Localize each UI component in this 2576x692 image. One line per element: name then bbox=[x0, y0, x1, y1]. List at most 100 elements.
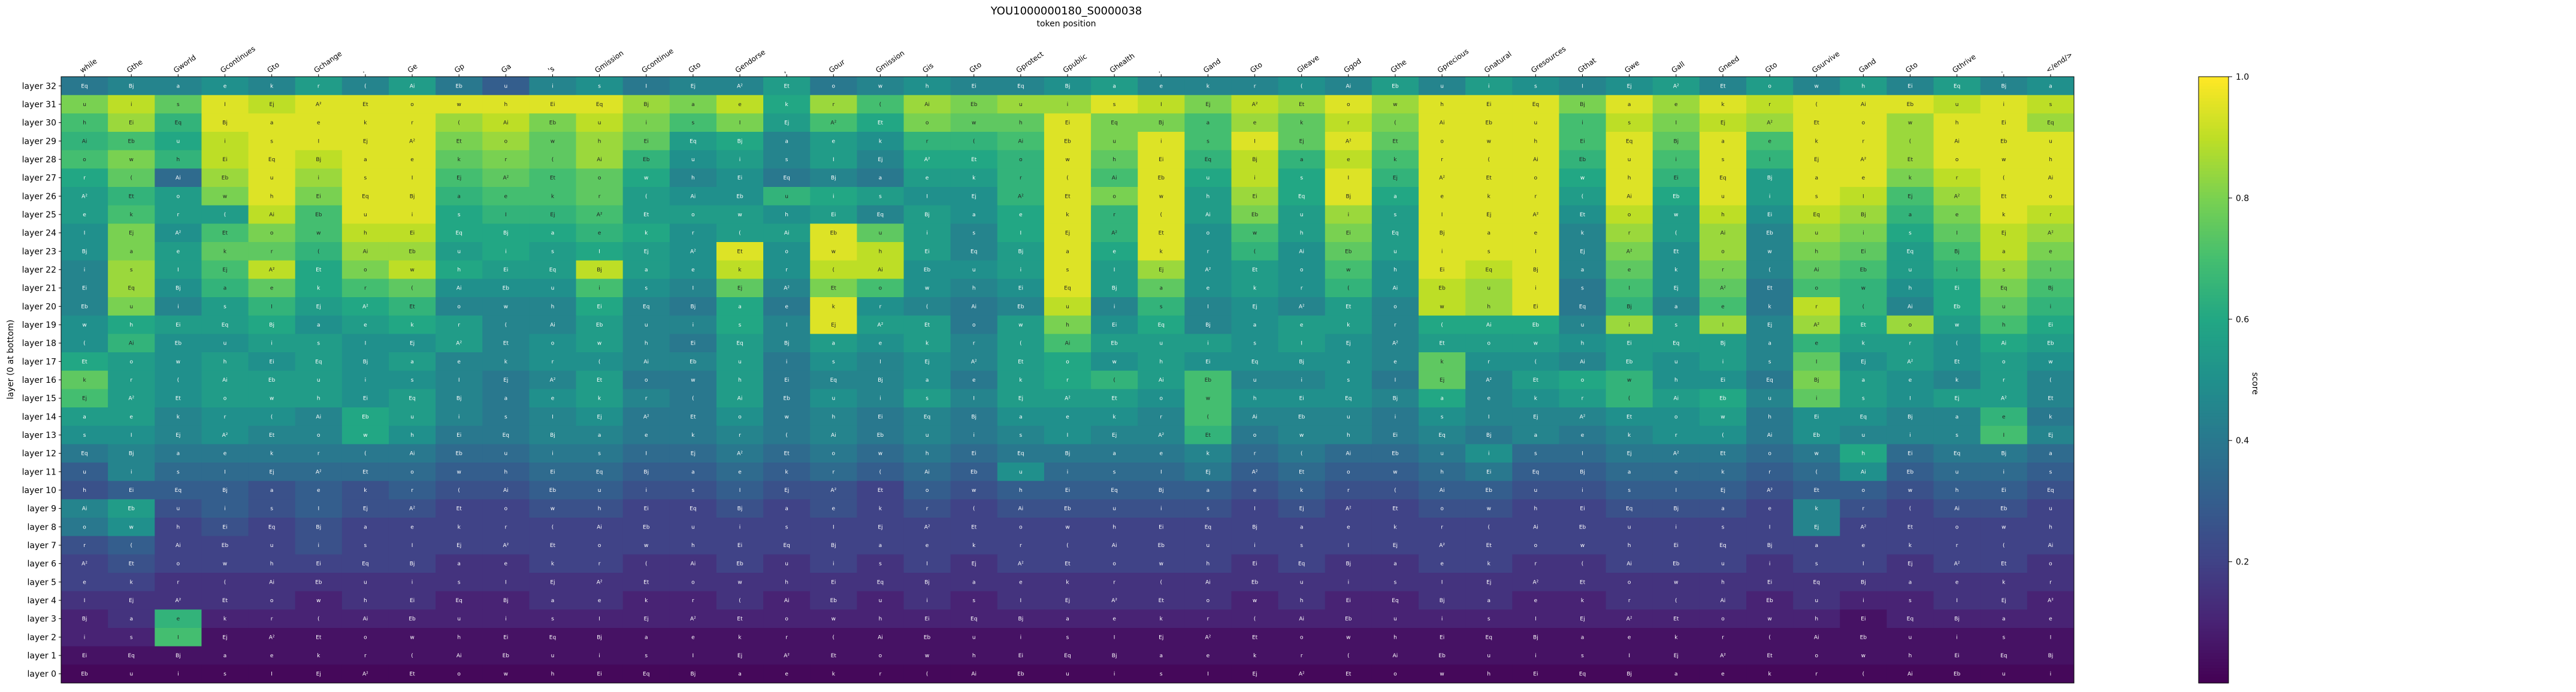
heatmap-cell-label: A² bbox=[1580, 414, 1586, 420]
heatmap-cell-label: ( bbox=[552, 524, 554, 530]
heatmap-cell-label: e bbox=[504, 194, 508, 200]
heatmap-cell-label: r bbox=[411, 488, 413, 494]
heatmap-cell bbox=[529, 168, 577, 188]
heatmap-cell-label: ( bbox=[552, 157, 554, 163]
heatmap-cell-label: i bbox=[1582, 120, 1583, 126]
heatmap-cell-label: e bbox=[1909, 377, 1912, 383]
heatmap-cell bbox=[61, 77, 108, 96]
heatmap-cell-label: Eb bbox=[81, 672, 88, 678]
heatmap-cell-label: ( bbox=[1815, 469, 1818, 475]
heatmap-cell bbox=[716, 132, 764, 151]
heatmap-cell-label: Eq bbox=[1205, 157, 1211, 163]
heatmap-cell bbox=[436, 95, 483, 114]
heatmap-cell bbox=[1886, 168, 1934, 188]
heatmap-cell-label: u bbox=[129, 672, 133, 678]
heatmap-cell-label: r bbox=[271, 617, 273, 623]
heatmap-cell-label: Eb bbox=[924, 634, 931, 640]
heatmap-cell-label: Eb bbox=[81, 304, 88, 310]
heatmap-cell-label: Ai bbox=[924, 469, 930, 475]
colorbar-segment bbox=[2199, 634, 2229, 638]
heatmap-cell-label: e bbox=[364, 322, 367, 328]
heatmap-cell bbox=[1559, 113, 1607, 132]
heatmap-cell bbox=[1371, 132, 1419, 151]
heatmap-cell-label: A² bbox=[1767, 120, 1773, 126]
heatmap-cell-label: ( bbox=[785, 433, 788, 439]
x-tick-label: Gworld bbox=[172, 53, 198, 75]
heatmap-cell-label: Ei bbox=[1205, 359, 1210, 365]
heatmap-cell-label: Eq bbox=[268, 524, 275, 530]
heatmap-cell-label: Ei bbox=[1767, 212, 1772, 218]
heatmap-cell-label: Bj bbox=[691, 304, 696, 310]
heatmap-cell bbox=[1652, 150, 1700, 169]
heatmap-cell-label: Bj bbox=[1486, 433, 1492, 439]
heatmap-cell-label: s bbox=[223, 672, 226, 678]
heatmap-cell bbox=[997, 168, 1045, 188]
heatmap-cell-label: Bj bbox=[363, 359, 368, 365]
heatmap-cell-label: a bbox=[1300, 524, 1304, 530]
heatmap-cell bbox=[201, 168, 249, 188]
heatmap-cell bbox=[763, 132, 811, 151]
heatmap-cell-label: Eq bbox=[175, 120, 182, 126]
heatmap-cell-label: Ai bbox=[456, 653, 462, 659]
heatmap-cell-label: s bbox=[1628, 120, 1631, 126]
heatmap-cell bbox=[1793, 113, 1840, 132]
heatmap-cell-label: A² bbox=[690, 617, 696, 623]
heatmap-cell-label: e bbox=[1674, 469, 1678, 475]
colorbar-segment bbox=[2199, 543, 2229, 547]
heatmap-cell-label: u bbox=[598, 120, 601, 126]
chart-title: YOU1000000180_S0000038 bbox=[990, 5, 1142, 17]
heatmap-cell-label: w bbox=[1159, 194, 1163, 200]
heatmap-cell-label: s bbox=[1066, 267, 1069, 273]
heatmap-cell-label: h bbox=[1487, 304, 1490, 310]
heatmap-cell-label: w bbox=[410, 634, 414, 640]
heatmap-cell-label: h bbox=[83, 488, 86, 494]
heatmap-cell-label: A² bbox=[81, 194, 87, 200]
heatmap-cell-label: k bbox=[1160, 249, 1163, 255]
heatmap-cell-label: ( bbox=[83, 341, 86, 347]
heatmap-cell-label: ( bbox=[458, 488, 460, 494]
heatmap-cell-label: A² bbox=[1018, 561, 1024, 567]
heatmap-cell bbox=[388, 187, 436, 206]
x-tick-label: Gto bbox=[967, 61, 983, 75]
heatmap-cell-label: w bbox=[1487, 506, 1491, 512]
heatmap-cell-label: k bbox=[1815, 506, 1819, 512]
heatmap-cell-label: r bbox=[1254, 451, 1256, 457]
heatmap-cell-label: h bbox=[176, 524, 180, 530]
colorbar-segment bbox=[2199, 561, 2229, 566]
heatmap-cell-label: ( bbox=[645, 194, 648, 200]
heatmap-cell-label: Et bbox=[1346, 672, 1352, 678]
heatmap-cell-label: ( bbox=[177, 377, 180, 383]
heatmap-cell-label: Eb bbox=[1579, 157, 1586, 163]
heatmap-cell bbox=[341, 150, 389, 169]
heatmap-cell-label: Et bbox=[2048, 396, 2054, 402]
heatmap-cell bbox=[108, 150, 155, 169]
heatmap-cell-label: Et bbox=[2001, 194, 2007, 200]
heatmap-cell-label: s bbox=[1394, 579, 1397, 585]
heatmap-cell-label: k bbox=[785, 102, 789, 108]
heatmap-cell-label: Eq bbox=[596, 469, 603, 475]
heatmap-cell-label: a bbox=[1955, 414, 1959, 420]
heatmap-cell-label: Ai bbox=[2048, 176, 2054, 182]
heatmap-cell-label: Eq bbox=[877, 212, 884, 218]
heatmap-cell-label: w bbox=[1065, 157, 1069, 163]
y-tick-label: layer 17 bbox=[22, 357, 56, 367]
heatmap-cell-label: u bbox=[598, 488, 601, 494]
heatmap-cell bbox=[1746, 150, 1794, 169]
heatmap-cell-label: k bbox=[1674, 267, 1678, 273]
heatmap-cell-label: Ei bbox=[644, 506, 649, 512]
heatmap-cell-label: A² bbox=[81, 561, 87, 567]
heatmap-cell-label: a bbox=[645, 634, 648, 640]
heatmap-cell-label: I bbox=[1909, 396, 1911, 402]
heatmap-cell-label: Ai bbox=[1954, 506, 1960, 512]
heatmap-cell-label: w bbox=[176, 359, 180, 365]
heatmap-cell-label: e bbox=[317, 488, 321, 494]
heatmap-cell-label: Ei bbox=[924, 617, 929, 623]
heatmap-cell-label: o bbox=[177, 561, 180, 567]
heatmap-cell-label: r bbox=[552, 359, 554, 365]
heatmap-cell-label: I bbox=[2003, 433, 2004, 439]
heatmap-cell bbox=[482, 187, 530, 206]
heatmap-cell-label: A² bbox=[2048, 231, 2054, 237]
heatmap-cell-label: Ej bbox=[1440, 377, 1444, 383]
heatmap-cell-label: Et bbox=[1533, 377, 1539, 383]
